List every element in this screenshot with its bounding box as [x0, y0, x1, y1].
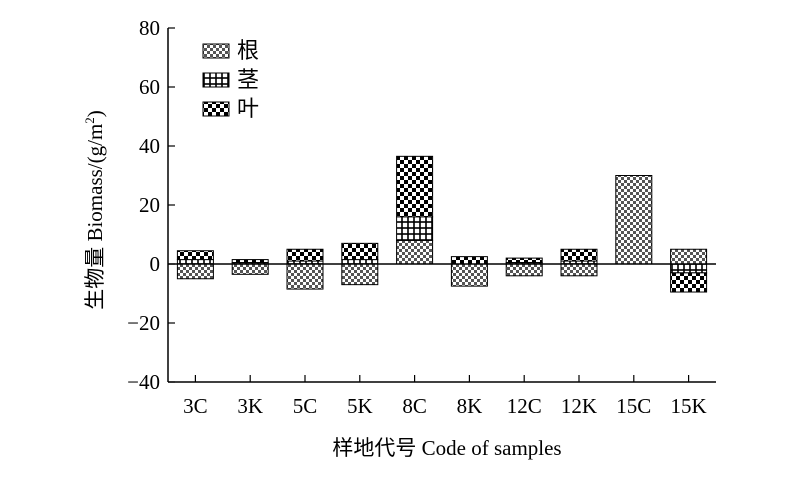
- bar-5C-series-1: [286, 263, 324, 290]
- y-tick-label: 40: [139, 134, 160, 158]
- bar-12C-series-3: [505, 257, 543, 264]
- bar-3K-series-3: [231, 259, 269, 264]
- bar-15C-series-1: [615, 175, 653, 265]
- bars-group: [176, 155, 708, 293]
- bar-8K-series-3: [450, 256, 488, 265]
- bar-8C-series-3: [396, 155, 434, 218]
- x-tick-label: 5C: [293, 394, 318, 418]
- x-tick-label: 3C: [183, 394, 208, 418]
- bar-3C-series-3: [176, 250, 214, 261]
- bar-12K-series-3: [560, 248, 598, 262]
- legend-swatch-series-3: [202, 101, 230, 117]
- legend-label-series-1: 根: [237, 38, 259, 63]
- x-tick-label: 15K: [671, 394, 707, 418]
- bar-12C-series-1: [505, 263, 543, 277]
- bar-15K-series-1: [670, 248, 708, 265]
- legend-label-series-2: 茎: [237, 67, 259, 92]
- legend-label-series-3: 叶: [237, 96, 259, 121]
- axes-group: −40 −20 0 20 40 60 80 3C 3K 5C 5K 8C 8K 12C 12K 15C 15K: [127, 16, 716, 418]
- y-tick-label: −20: [127, 311, 160, 335]
- x-tick-label: 3K: [237, 394, 263, 418]
- x-tick-label: 8C: [402, 394, 427, 418]
- x-axis-label: 样地代号 Code of samples: [332, 436, 561, 460]
- legend-swatch-series-1: [202, 43, 230, 59]
- bar-5K-series-3: [341, 242, 379, 261]
- bar-8C-series-2: [396, 216, 434, 241]
- x-tick-label: 12C: [507, 394, 542, 418]
- y-tick-label: 80: [139, 16, 160, 40]
- y-axis-label-main: 生物量 Biomass/(g/m: [83, 124, 107, 310]
- y-axis-label-superscript: 2: [82, 117, 97, 124]
- bar-3C-series-1: [176, 263, 214, 280]
- bar-12K-series-1: [560, 263, 598, 277]
- x-tick-label: 12K: [561, 394, 597, 418]
- x-tick-label: 8K: [457, 394, 483, 418]
- bar-5K-series-1: [341, 263, 379, 286]
- legend-swatch-series-2: [202, 72, 230, 88]
- bar-5C-series-3: [286, 248, 324, 262]
- bar-3K-series-1: [231, 263, 269, 275]
- y-tick-label: 0: [150, 252, 161, 276]
- bar-8K-series-1: [450, 263, 488, 287]
- bar-15K-series-3: [670, 272, 708, 293]
- bar-15K-series-2: [670, 263, 708, 274]
- legend: 根茎叶: [202, 38, 259, 121]
- y-tick-label: 20: [139, 193, 160, 217]
- y-tick-label: 60: [139, 75, 160, 99]
- y-tick-label: −40: [127, 370, 160, 394]
- y-axis-label: 生物量 Biomass/(g/m2): [82, 110, 107, 310]
- x-tick-label: 15C: [616, 394, 651, 418]
- bar-8C-series-1: [396, 239, 434, 265]
- x-tick-label: 5K: [347, 394, 373, 418]
- y-axis-label-close: ): [83, 110, 107, 117]
